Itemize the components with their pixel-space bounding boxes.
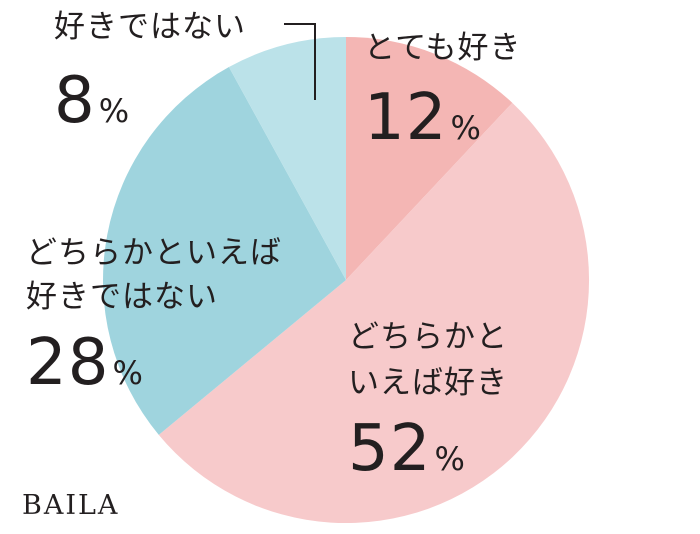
- slice-label-line: どちらかといえば: [26, 235, 282, 271]
- slice-value-number: 52: [348, 412, 432, 486]
- slice-value-number: 8: [54, 64, 96, 138]
- pie-slice-1: [158, 102, 590, 524]
- label-dochiraka-to-ieba-suki: どちらかと いえば好き 52%: [348, 317, 508, 481]
- slice-value: 8%: [54, 69, 246, 133]
- slice-value-number: 12: [364, 81, 448, 155]
- leader-line: [284, 23, 316, 100]
- slice-label-line: とても好き: [364, 30, 522, 66]
- label-dochiraka-to-ieba-suki-dewanai: どちらかといえば 好きではない 28%: [26, 233, 282, 395]
- slice-label-line: いえば好き: [348, 365, 508, 401]
- pie-slice-0: [346, 37, 513, 280]
- slice-value-number: 28: [26, 326, 110, 400]
- percent-sign: %: [98, 92, 130, 130]
- slice-value: 52%: [348, 417, 508, 481]
- slice-label-line: 好きではない: [26, 279, 218, 315]
- percent-sign: %: [434, 440, 465, 478]
- label-suki-dewanai: 好きではない 8%: [54, 7, 246, 133]
- brand-logo: BAILA: [22, 490, 120, 521]
- slice-value: 12%: [364, 86, 522, 150]
- pie-slice-3: [228, 37, 346, 280]
- pie-slice-2: [103, 67, 346, 435]
- label-totemo-suki: とても好き 12%: [364, 28, 522, 150]
- slice-label-line: どちらかと: [348, 319, 508, 355]
- percent-sign: %: [450, 109, 481, 147]
- slice-value: 28%: [26, 331, 282, 395]
- percent-sign: %: [112, 354, 143, 392]
- slice-label-line: 好きではない: [54, 9, 246, 45]
